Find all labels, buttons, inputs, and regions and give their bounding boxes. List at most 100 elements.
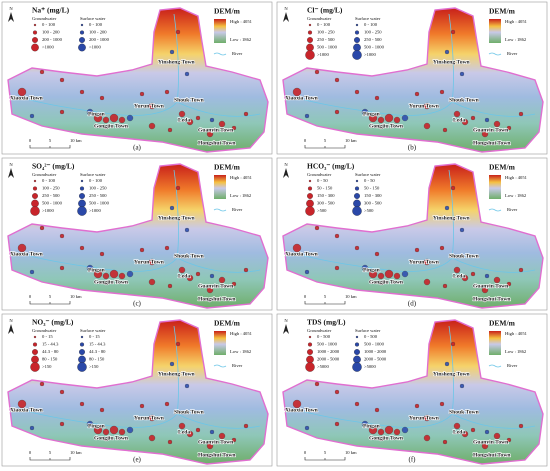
sample-site (178, 266, 186, 274)
town-label: Xiaoxia Town (10, 407, 44, 413)
river-symbol (488, 52, 502, 56)
gw-class: 50 - 150 (317, 186, 333, 191)
sw-class: 80 - 150 (89, 357, 105, 362)
sample-site (481, 130, 489, 138)
sample-site (423, 122, 431, 130)
sample-site (384, 425, 394, 435)
town-label: Yinsheng Town (158, 59, 196, 65)
gw-class: >500 (317, 208, 327, 213)
gw-class: 100 - 250 (42, 186, 60, 191)
river-label: River (507, 51, 518, 56)
town-label: Shouk Town (449, 253, 480, 259)
dem-bar (214, 331, 226, 355)
sample-site (59, 265, 65, 271)
north-arrow (8, 12, 14, 22)
town-label: Guanyin Town (198, 439, 234, 445)
sample-site (506, 281, 512, 287)
sample-site (439, 89, 445, 95)
sample-site (461, 274, 469, 282)
sample-site (184, 71, 190, 77)
sample-site (178, 110, 186, 118)
dem-bar (489, 175, 501, 199)
sw-symbol (354, 30, 360, 35)
north-label: N (284, 162, 288, 167)
gw-symbol (32, 193, 38, 199)
dem-low: Low : 1862 (230, 349, 252, 354)
river-symbol (488, 364, 502, 368)
sample-site (139, 403, 145, 409)
dem-title: DEM/m (214, 163, 241, 172)
sample-site (401, 426, 409, 434)
sample-site (314, 69, 320, 75)
sample-site (93, 425, 103, 435)
river-label: River (232, 363, 243, 368)
river (21, 13, 261, 117)
sample-site (164, 89, 170, 95)
sample-site (148, 414, 156, 422)
river (21, 169, 261, 273)
town-label: Yurun Town (409, 103, 440, 109)
town-label: Xiaoxia Town (10, 251, 44, 257)
surface-heading: Surface water (80, 328, 106, 333)
river-label: River (507, 363, 518, 368)
north-label: N (9, 318, 13, 323)
town-label: Xiaoxia Town (10, 95, 44, 101)
sw-class: 0 - 100 (364, 22, 378, 27)
sample-site (139, 91, 145, 97)
surface-heading: Surface water (355, 328, 381, 333)
north-arrow (8, 168, 14, 178)
sample-site (218, 432, 226, 440)
sample-site (243, 267, 249, 273)
gw-symbol (32, 342, 38, 347)
scale-label: 10 km (70, 138, 82, 143)
town-label: Hongshui Town (473, 140, 511, 146)
town-label: Xiaoxia Town (285, 251, 319, 257)
gw-symbol (31, 355, 39, 364)
town-label: Yinsheng Town (433, 59, 471, 65)
sw-symbol (79, 186, 85, 191)
sample-site (39, 381, 45, 387)
sw-class: 250 - 500 (364, 37, 382, 42)
sample-site (118, 116, 126, 124)
legend-title: Cl⁻ (mg/L) (307, 6, 343, 15)
river-symbol (213, 52, 227, 56)
gw-symbol (306, 355, 314, 364)
town-label: Shouk Town (174, 97, 205, 103)
sample-site (450, 341, 456, 347)
town-label: Leda (178, 429, 190, 435)
sample-site (17, 243, 27, 253)
scale-label: 0 (29, 294, 32, 299)
town-label: Yurun Town (134, 103, 165, 109)
gw-class: 1000 - 2000 (317, 349, 340, 354)
sample-site (459, 383, 465, 389)
sample-site (29, 269, 35, 275)
town-label: Gongjiu Town (94, 279, 129, 285)
sample-site (59, 421, 65, 427)
sample-site (493, 276, 501, 284)
sample-site (506, 125, 512, 131)
gw-symbol (305, 206, 315, 216)
town-label: Shouk Town (174, 253, 205, 259)
sample-site (86, 108, 94, 116)
town-label: Leda (453, 273, 465, 279)
sample-site (442, 127, 448, 133)
town-label: Yurun Town (409, 415, 440, 421)
sw-class: 44.3 - 80 (89, 349, 106, 354)
sample-site (126, 426, 134, 434)
dem-high: High : 4051 (230, 19, 253, 24)
scale-bar (304, 301, 346, 305)
town-label: Yinsheng Town (433, 371, 471, 377)
sample-site (361, 264, 369, 272)
gw-symbol (33, 23, 37, 27)
dem-high: High : 4051 (505, 175, 528, 180)
dem-low: Low : 1862 (505, 349, 527, 354)
gw-symbol (307, 342, 313, 347)
sample-site (148, 434, 156, 442)
sw-class: >1000 (89, 45, 101, 50)
sample-site (167, 127, 173, 133)
dem-bar (214, 175, 226, 199)
town-label: Yurun Town (409, 259, 440, 265)
panel-label: (c) (133, 300, 141, 308)
gw-class: 44.3 - 80 (42, 349, 59, 354)
